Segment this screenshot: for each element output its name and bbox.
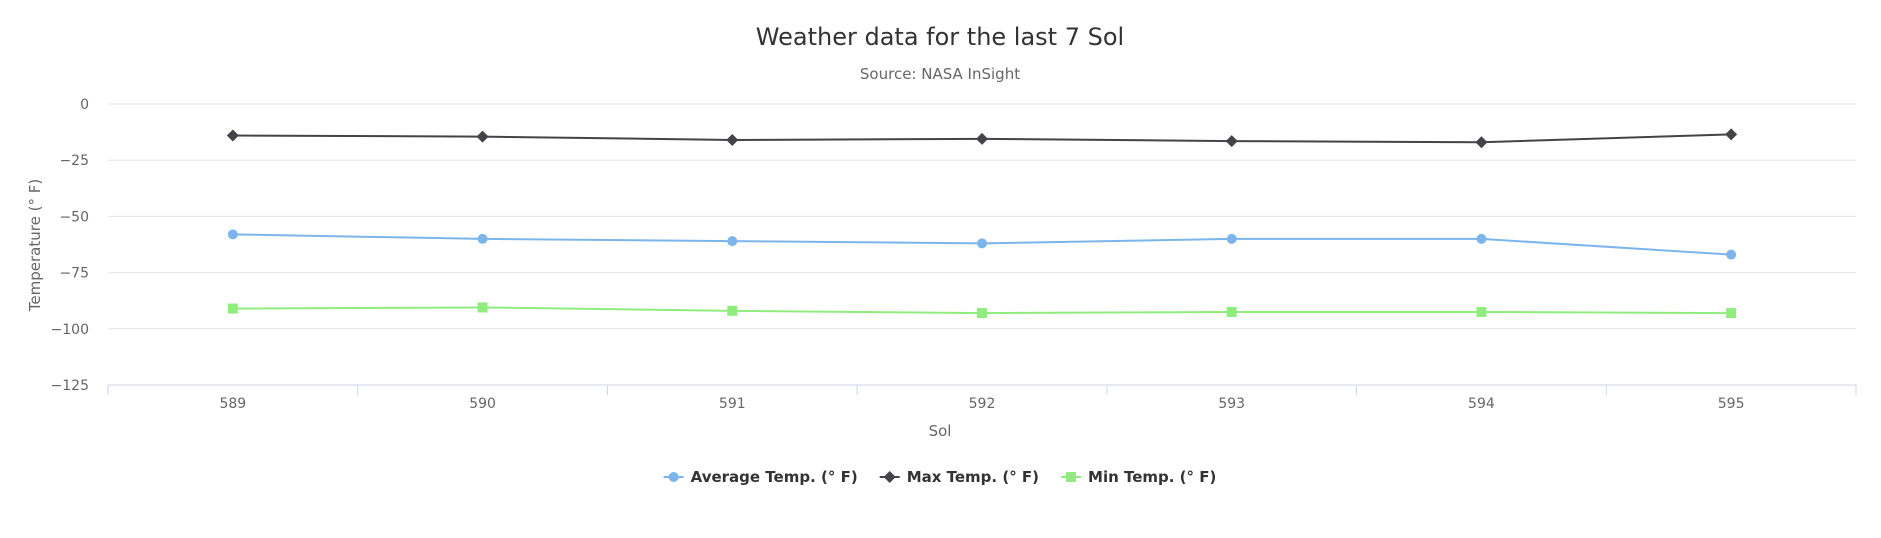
- data-point-circle[interactable]: [227, 229, 238, 240]
- y-axis-title: Temperature (° F): [26, 179, 44, 312]
- legend-item[interactable]: Average Temp. (° F): [663, 468, 858, 486]
- y-tick-label: −75: [59, 266, 89, 282]
- x-tick-label: 591: [719, 396, 746, 412]
- y-tick-label: −50: [59, 209, 89, 225]
- x-tick-label: 592: [969, 396, 996, 412]
- chart-title: Weather data for the last 7 Sol: [756, 23, 1124, 51]
- legend: Average Temp. (° F) Max Temp. (° F) Min Te…: [663, 468, 1216, 486]
- chart-subtitle: Source: NASA InSight: [860, 65, 1020, 83]
- data-point-circle[interactable]: [1726, 249, 1737, 260]
- data-point-diamond[interactable]: [226, 129, 239, 142]
- data-point-circle[interactable]: [977, 238, 987, 249]
- data-point-diamond[interactable]: [1475, 136, 1488, 149]
- series-2: [226, 128, 1738, 149]
- x-tick-label: 593: [1218, 396, 1245, 412]
- legend-marker-diamond: [883, 471, 896, 483]
- data-point-square[interactable]: [1726, 308, 1737, 319]
- gridlines: [108, 103, 1856, 330]
- data-point-square[interactable]: [727, 305, 738, 316]
- legend-label: Max Temp. (° F): [907, 468, 1039, 486]
- data-point-square[interactable]: [1476, 306, 1487, 317]
- x-tick-label: 590: [469, 396, 496, 412]
- data-point-circle[interactable]: [1226, 233, 1237, 244]
- data-point-diamond[interactable]: [726, 133, 739, 146]
- legend-item[interactable]: Max Temp. (° F): [879, 468, 1039, 486]
- x-axis-title: Sol: [929, 422, 952, 440]
- series-1: [227, 229, 1737, 260]
- y-axis-ticks: 0 −25 −50 −75 −100 −125: [51, 97, 89, 394]
- legend-label: Min Temp. (° F): [1088, 468, 1216, 486]
- data-point-diamond[interactable]: [476, 130, 489, 143]
- data-point-circle[interactable]: [1476, 233, 1487, 244]
- y-tick-label: −100: [51, 322, 89, 338]
- data-point-circle[interactable]: [727, 236, 738, 247]
- y-tick-label: −125: [51, 378, 89, 394]
- x-tick-label: 589: [219, 396, 246, 412]
- data-point-square[interactable]: [227, 303, 238, 314]
- y-tick-label: 0: [80, 97, 89, 113]
- x-tick-label: 595: [1718, 396, 1745, 412]
- series-group: [226, 128, 1738, 319]
- x-tick-label: 594: [1468, 396, 1495, 412]
- y-tick-label: −25: [59, 153, 89, 169]
- data-point-diamond[interactable]: [1225, 135, 1238, 148]
- series-3: [227, 302, 1737, 319]
- data-point-diamond[interactable]: [976, 132, 988, 145]
- data-point-diamond[interactable]: [1725, 128, 1738, 141]
- data-point-circle[interactable]: [477, 233, 488, 244]
- legend-marker-circle: [668, 472, 679, 482]
- data-point-square[interactable]: [977, 308, 987, 319]
- data-point-square[interactable]: [1226, 306, 1237, 317]
- legend-label: Average Temp. (° F): [691, 468, 858, 486]
- data-point-square[interactable]: [477, 302, 488, 313]
- legend-marker-square: [1066, 472, 1077, 482]
- x-axis: 589 590 591 592 593 594 595: [107, 384, 1857, 412]
- legend-item[interactable]: Min Temp. (° F): [1061, 468, 1216, 486]
